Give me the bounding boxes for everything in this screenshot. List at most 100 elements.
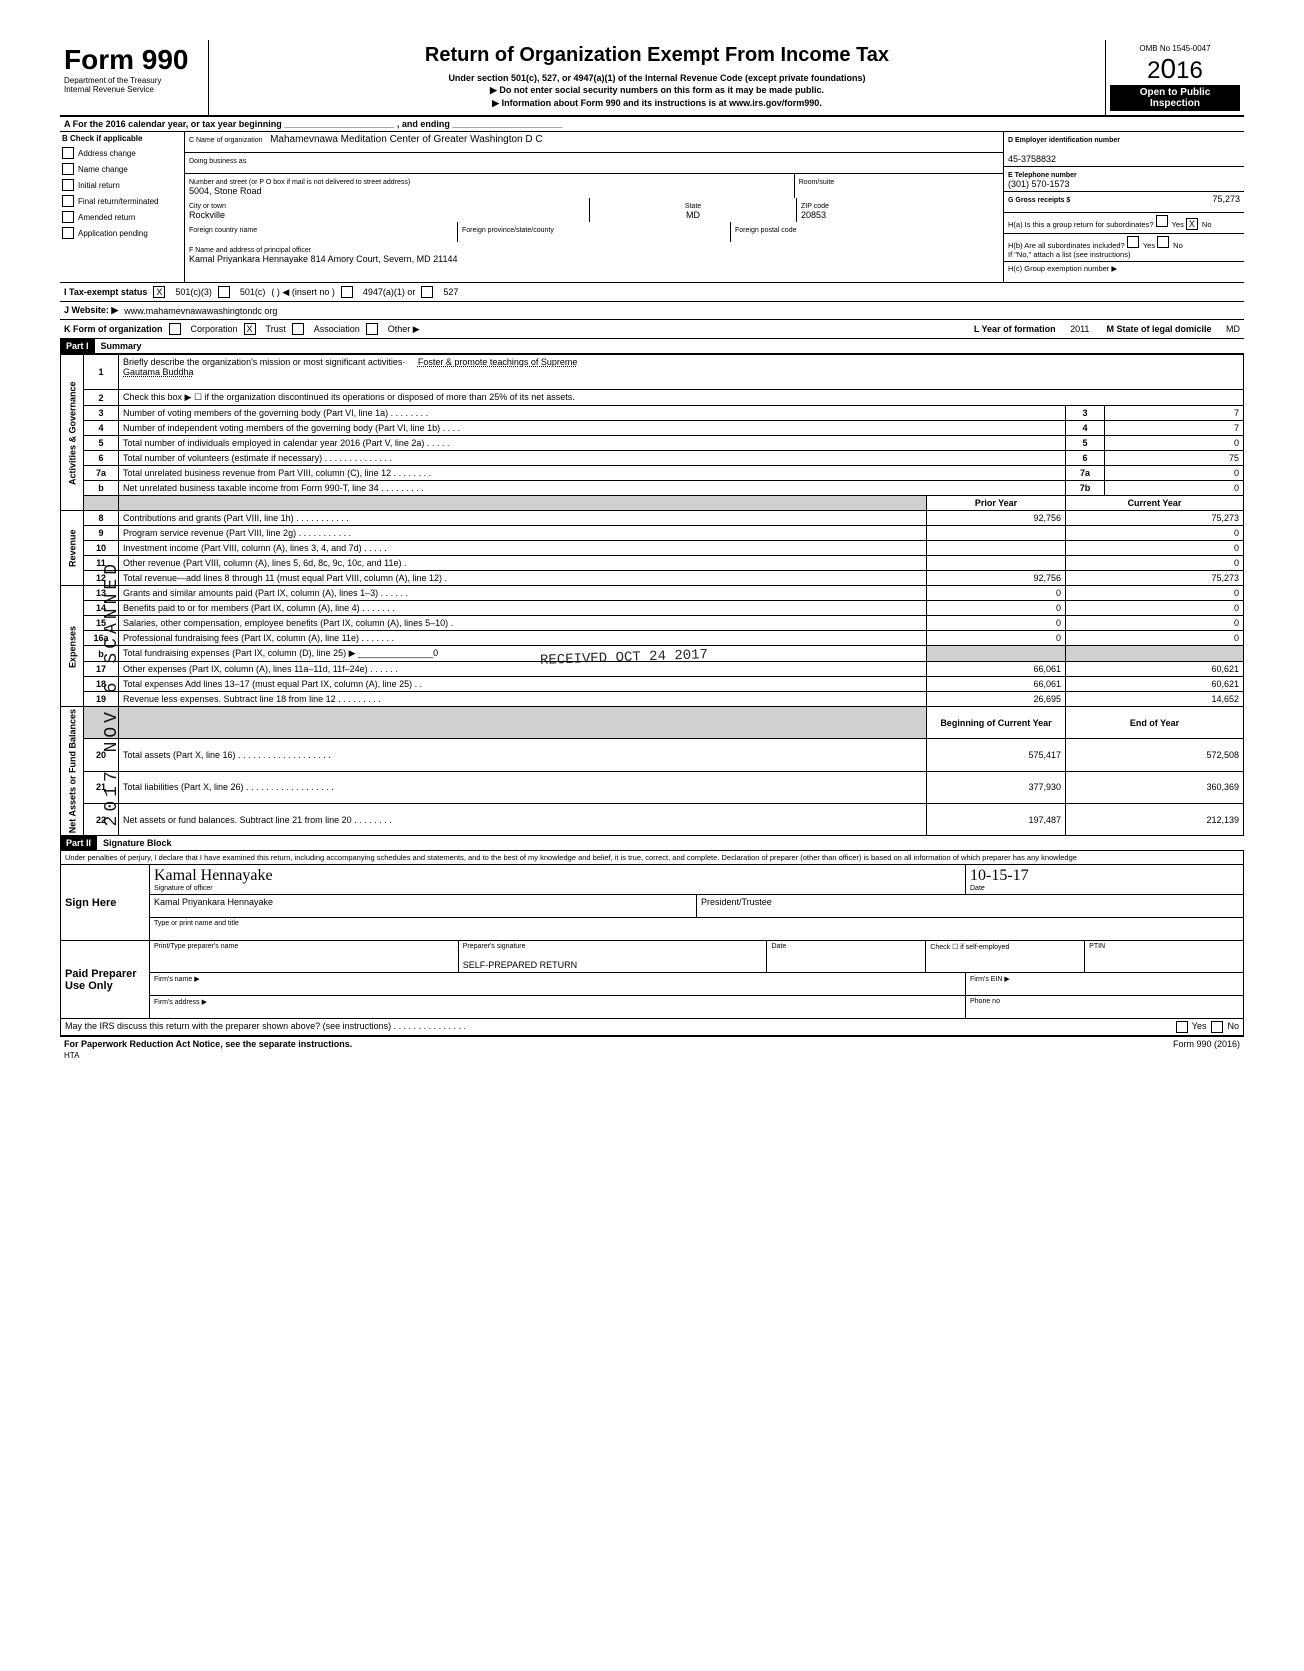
line-7b-val: 0 — [1105, 481, 1244, 496]
ha-row: H(a) Is this a group return for subordin… — [1004, 213, 1244, 234]
footer-row: For Paperwork Reduction Act Notice, see … — [60, 1036, 1244, 1051]
line-7a-val: 0 — [1105, 466, 1244, 481]
line-9-cur: 0 — [1066, 526, 1244, 541]
line-2: 2 — [84, 390, 119, 406]
cb-corporation[interactable] — [169, 323, 181, 335]
officer-title: President/Trustee — [701, 897, 772, 907]
gross-receipts: 75,273 — [1212, 194, 1240, 204]
cb-final-return[interactable]: Final return/terminated — [62, 195, 182, 207]
line-14-desc: Benefits paid to or for members (Part IX… — [119, 601, 927, 616]
col-c: C Name of organization Mahamevnawa Medit… — [185, 132, 1004, 282]
line-18-cur: 60,621 — [1066, 677, 1244, 692]
discuss-yes[interactable] — [1176, 1021, 1188, 1033]
line-4: 4 — [84, 421, 119, 436]
cb-trust[interactable]: X — [244, 323, 256, 335]
discuss-no[interactable] — [1211, 1021, 1223, 1033]
line-21-desc: Total liabilities (Part X, line 26) . . … — [119, 771, 927, 803]
hb-row: H(b) Are all subordinates included? Yes … — [1004, 234, 1244, 262]
sign-here-row: Sign Here Kamal Hennayake Signature of o… — [61, 865, 1243, 941]
open-public: Open to PublicInspection — [1110, 85, 1240, 111]
line-17-desc: Other expenses (Part IX, column (A), lin… — [119, 662, 927, 677]
cb-initial-return[interactable]: Initial return — [62, 179, 182, 191]
cb-association[interactable] — [292, 323, 304, 335]
form-990: Form 990 — [64, 44, 204, 76]
line-14-cur: 0 — [1066, 601, 1244, 616]
cb-application-pending[interactable]: Application pending — [62, 227, 182, 239]
col-b-header: B Check if applicable — [62, 134, 182, 143]
row-j-website: J Website: ▶ www.mahamevnawawashingtondc… — [60, 302, 1244, 320]
preparer-signature: SELF-PREPARED RETURN — [463, 960, 577, 970]
line-17-cur: 60,621 — [1066, 662, 1244, 677]
form-number-box: Form 990 Department of the Treasury Inte… — [60, 40, 209, 115]
line-18-prior: 66,061 — [927, 677, 1066, 692]
line-10-prior — [927, 541, 1066, 556]
ein: 45-3758832 — [1008, 154, 1056, 164]
cb-name-change[interactable]: Name change — [62, 163, 182, 175]
line-14-prior: 0 — [927, 601, 1066, 616]
title-box: Return of Organization Exempt From Incom… — [209, 40, 1105, 115]
foreign-row: Foreign country name Foreign province/st… — [185, 222, 1003, 242]
signature-block: Under penalties of perjury, I declare th… — [60, 851, 1244, 1036]
line-11-desc: Other revenue (Part VIII, column (A), li… — [119, 556, 927, 571]
ein-row: D Employer identification number 45-3758… — [1004, 132, 1244, 167]
cb-amended-return[interactable]: Amended return — [62, 211, 182, 223]
cb-4947[interactable] — [341, 286, 353, 298]
beg-year-header: Beginning of Current Year — [927, 707, 1066, 739]
line-21-prior: 377,930 — [927, 771, 1066, 803]
line-9: 9 — [84, 526, 119, 541]
line-16a-cur: 0 — [1066, 631, 1244, 646]
line-3-desc: Number of voting members of the governin… — [119, 406, 1066, 421]
part1-header: Part I — [60, 339, 95, 353]
line-5: 5 — [84, 436, 119, 451]
line-6-desc: Total number of volunteers (estimate if … — [119, 451, 1066, 466]
line-1: 1 — [84, 355, 119, 390]
cb-501c[interactable] — [218, 286, 230, 298]
line-19-prior: 26,695 — [927, 692, 1066, 707]
line-10: 10 — [84, 541, 119, 556]
cb-527[interactable] — [421, 286, 433, 298]
org-name-row: C Name of organization Mahamevnawa Medit… — [185, 132, 1003, 153]
line-5-desc: Total number of individuals employed in … — [119, 436, 1066, 451]
part1-header-row: Part I Summary — [60, 339, 1244, 354]
line-7a: 7a — [84, 466, 119, 481]
sign-date: 10-15-17 — [970, 867, 1029, 884]
row-k-form-org: K Form of organization Corporation XTrus… — [60, 320, 1244, 339]
ssn-warning: ▶ Do not enter social security numbers o… — [219, 85, 1095, 96]
irs-label: Internal Revenue Service — [64, 85, 204, 94]
principal-officer: Kamal Priyankara Hennayake 814 Amory Cou… — [189, 254, 457, 264]
line-12-desc: Total revenue—add lines 8 through 11 (mu… — [119, 571, 927, 586]
prior-year-header: Prior Year — [927, 496, 1066, 511]
part2-header-row: Part II Signature Block — [60, 836, 1244, 851]
line-7b: b — [84, 481, 119, 496]
line-6-val: 75 — [1105, 451, 1244, 466]
ha-no[interactable]: X — [1186, 218, 1198, 230]
cb-501c3[interactable]: X — [153, 286, 165, 298]
zip: 20853 — [801, 210, 826, 220]
cb-other[interactable] — [366, 323, 378, 335]
line-17-prior: 66,061 — [927, 662, 1066, 677]
line-1-desc: Briefly describe the organization's miss… — [119, 355, 1244, 390]
line-8-cur: 75,273 — [1066, 511, 1244, 526]
section-revenue: Revenue — [61, 511, 84, 586]
ha-yes[interactable] — [1156, 215, 1168, 227]
address-row: Number and street (or P O box if mail is… — [185, 174, 1003, 198]
line-4-val: 7 — [1105, 421, 1244, 436]
cb-address-change[interactable]: Address change — [62, 147, 182, 159]
hb-no[interactable] — [1157, 236, 1169, 248]
tax-year: 2016 — [1110, 53, 1240, 85]
sub-title: Under section 501(c), 527, or 4947(a)(1)… — [219, 73, 1095, 83]
line-6: 6 — [84, 451, 119, 466]
line-3-val: 7 — [1105, 406, 1244, 421]
line-21-cur: 360,369 — [1066, 771, 1244, 803]
officer-signature: Kamal Hennayake — [154, 867, 273, 884]
end-year-header: End of Year — [1066, 707, 1244, 739]
hb-yes[interactable] — [1127, 236, 1139, 248]
state-domicile: MD — [1226, 324, 1240, 334]
perjury-declaration: Under penalties of perjury, I declare th… — [61, 851, 1243, 865]
line-16a-desc: Professional fundraising fees (Part IX, … — [119, 631, 927, 646]
line-19-desc: Revenue less expenses. Subtract line 18 … — [119, 692, 927, 707]
line-4-desc: Number of independent voting members of … — [119, 421, 1066, 436]
part2-header: Part II — [60, 836, 97, 850]
line-18-desc: Total expenses Add lines 13–17 (must equ… — [119, 677, 927, 692]
line-13-desc: Grants and similar amounts paid (Part IX… — [119, 586, 927, 601]
